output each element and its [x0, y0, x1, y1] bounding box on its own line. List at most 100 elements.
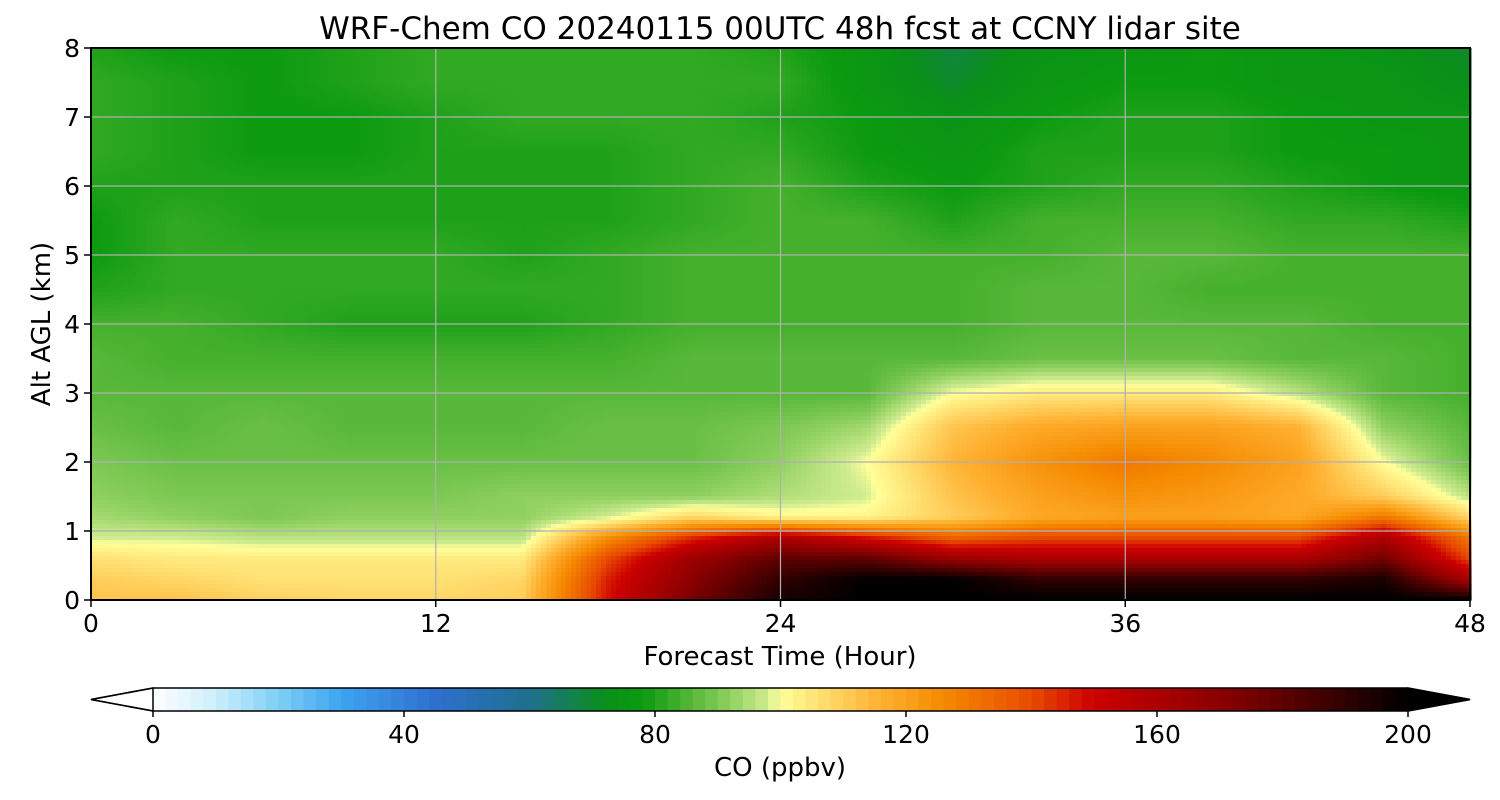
- heatmap-cell: [101, 524, 107, 529]
- heatmap-cell: [206, 232, 212, 237]
- heatmap-cell: [116, 580, 122, 585]
- heatmap-cell: [251, 48, 257, 53]
- heatmap-cell: [246, 360, 252, 365]
- heatmap-cell: [216, 436, 222, 441]
- heatmap-cell: [211, 216, 217, 221]
- heatmap-cell: [226, 584, 232, 589]
- heatmap-cell: [241, 480, 247, 485]
- heatmap-cell: [166, 432, 172, 437]
- heatmap-cell: [161, 304, 167, 309]
- heatmap-cell: [146, 52, 152, 57]
- heatmap-cell: [141, 244, 147, 249]
- heatmap-cell: [151, 372, 157, 377]
- heatmap-cell: [256, 324, 262, 329]
- heatmap-cell: [96, 548, 102, 553]
- heatmap-cell: [221, 596, 227, 601]
- heatmap-cell: [166, 488, 172, 493]
- heatmap-cell: [251, 408, 257, 413]
- heatmap-cell: [231, 52, 237, 57]
- heatmap-cell: [131, 136, 137, 141]
- heatmap-cell: [171, 232, 177, 237]
- heatmap-cell: [146, 112, 152, 117]
- heatmap-cell: [246, 152, 252, 157]
- heatmap-cell: [186, 408, 192, 413]
- heatmap-cell: [111, 536, 117, 541]
- heatmap-cell: [176, 588, 182, 593]
- heatmap-cell: [256, 272, 262, 277]
- heatmap-cell: [256, 312, 262, 317]
- heatmap-cell: [141, 144, 147, 149]
- heatmap-cell: [226, 124, 232, 129]
- heatmap-cell: [101, 160, 107, 165]
- heatmap-cell: [156, 284, 162, 289]
- heatmap-cell: [231, 540, 237, 545]
- heatmap-cell: [266, 212, 272, 217]
- heatmap-cell: [151, 104, 157, 109]
- heatmap-cell: [226, 300, 232, 305]
- heatmap-cell: [241, 168, 247, 173]
- heatmap-cell: [226, 592, 232, 597]
- heatmap-cell: [156, 524, 162, 529]
- heatmap-cell: [261, 232, 267, 237]
- heatmap-cell: [221, 336, 227, 341]
- heatmap-cell: [266, 564, 272, 569]
- heatmap-cell: [236, 352, 242, 357]
- heatmap-cell: [146, 292, 152, 297]
- heatmap-cell: [206, 144, 212, 149]
- heatmap-cell: [91, 584, 97, 589]
- heatmap-cell: [261, 496, 267, 501]
- heatmap-cell: [191, 344, 197, 349]
- heatmap-cell: [206, 276, 212, 281]
- heatmap-cell: [156, 536, 162, 541]
- heatmap-cell: [206, 80, 212, 85]
- heatmap-cell: [266, 320, 272, 325]
- heatmap-cell: [261, 396, 267, 401]
- heatmap-cell: [201, 340, 207, 345]
- heatmap-cell: [176, 528, 182, 533]
- heatmap-cell: [111, 264, 117, 269]
- heatmap-cell: [221, 268, 227, 273]
- heatmap-cell: [121, 300, 127, 305]
- heatmap-cell: [191, 432, 197, 437]
- heatmap-cell: [96, 192, 102, 197]
- heatmap-cell: [126, 272, 132, 277]
- heatmap-cell: [246, 424, 252, 429]
- heatmap-cell: [261, 404, 267, 409]
- heatmap-cell: [216, 260, 222, 265]
- heatmap-cell: [246, 468, 252, 473]
- heatmap-cell: [136, 120, 142, 125]
- heatmap-cell: [161, 408, 167, 413]
- heatmap-cell: [141, 160, 147, 165]
- heatmap-cell: [211, 268, 217, 273]
- heatmap-cell: [106, 252, 112, 257]
- heatmap-cell: [156, 428, 162, 433]
- heatmap-cell: [111, 212, 117, 217]
- heatmap-cell: [266, 112, 272, 117]
- heatmap-cell: [141, 68, 147, 73]
- heatmap-cell: [241, 456, 247, 461]
- heatmap-cell: [226, 240, 232, 245]
- heatmap-cell: [251, 308, 257, 313]
- heatmap-cell: [211, 252, 217, 257]
- heatmap-cell: [236, 284, 242, 289]
- heatmap-cell: [211, 232, 217, 237]
- heatmap-cell: [241, 304, 247, 309]
- heatmap-cell: [226, 564, 232, 569]
- heatmap-cell: [111, 288, 117, 293]
- heatmap-cell: [216, 312, 222, 317]
- heatmap-cell: [171, 316, 177, 321]
- heatmap-cell: [266, 496, 272, 501]
- heatmap-cell: [146, 72, 152, 77]
- heatmap-cell: [96, 512, 102, 517]
- heatmap-cell: [96, 476, 102, 481]
- heatmap-cell: [176, 548, 182, 553]
- heatmap-cell: [161, 556, 167, 561]
- heatmap-cell: [241, 556, 247, 561]
- heatmap-cell: [246, 332, 252, 337]
- heatmap-cell: [126, 596, 132, 601]
- heatmap-cell: [186, 560, 192, 565]
- heatmap-cell: [91, 228, 97, 233]
- heatmap-cell: [221, 560, 227, 565]
- heatmap-cell: [226, 268, 232, 273]
- heatmap-cell: [101, 100, 107, 105]
